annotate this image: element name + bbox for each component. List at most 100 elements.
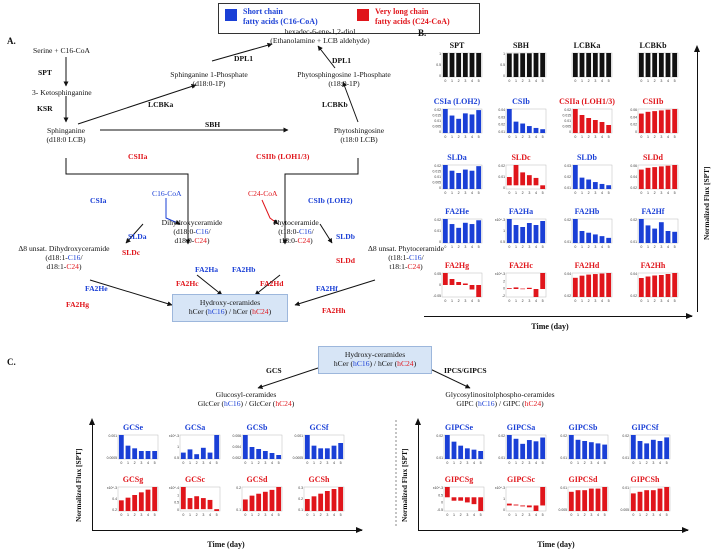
x-tick-label: 3 (202, 461, 204, 465)
y-tick-label: 0.5 (174, 456, 179, 460)
hydroxy-ceramides-box (172, 294, 288, 322)
bar (599, 53, 605, 77)
bar (262, 451, 268, 459)
x-tick-label: 3 (660, 245, 662, 249)
y-tick-label: 1 (439, 52, 441, 56)
x-tick-label: 0 (182, 461, 184, 465)
x-tick-label: 4 (535, 135, 537, 139)
y-tick-label: 0.02 (498, 123, 505, 127)
c-left-y-arrowhead (89, 418, 95, 425)
x-tick-label: 2 (196, 461, 198, 465)
bar (462, 113, 468, 133)
bar (180, 487, 186, 510)
y-tick-label: 0.02 (564, 218, 571, 222)
x-tick-label: 0 (640, 245, 642, 249)
bar (513, 287, 519, 289)
x-tick-label: 2 (458, 299, 460, 303)
x-tick-label: 2 (522, 191, 524, 195)
y-tick-label: -0.5 (437, 508, 443, 512)
x-tick-label: 5 (542, 513, 544, 517)
chart-frame (571, 52, 613, 78)
bar (533, 53, 539, 77)
bar (442, 165, 448, 189)
x-tick-label: 0 (508, 135, 510, 139)
bar (658, 275, 664, 297)
x-tick-label: 0 (570, 461, 572, 465)
x-tick-label: 5 (480, 513, 482, 517)
x-tick-label: 0 (244, 513, 246, 517)
chart-frame (637, 272, 679, 298)
x-tick-label: 2 (588, 135, 590, 139)
panel-b-y-axis (697, 50, 698, 312)
x-tick-label: 0 (120, 461, 122, 465)
x-tick-label: 3 (652, 513, 654, 517)
chart-title-gcsf: GCSf (309, 423, 329, 432)
x-tick-label: 5 (608, 191, 610, 195)
bar (276, 487, 282, 511)
bar (311, 496, 317, 511)
x-tick-label: 3 (140, 513, 142, 517)
x-tick-label: 0 (574, 135, 576, 139)
y-tick-label: 1 (177, 445, 179, 449)
x-tick-label: 4 (659, 513, 661, 517)
x-tick-label: 3 (264, 461, 266, 465)
x-tick-label: 5 (478, 79, 480, 83)
chart-title-gipcsh: GIPCSh (630, 475, 660, 484)
bar (672, 109, 678, 133)
bar (520, 172, 526, 186)
x-tick-label: 1 (451, 245, 453, 249)
y-tick-label: 0.3 (298, 486, 303, 490)
x-tick-label: 5 (278, 461, 280, 465)
x-tick-label: 3 (590, 513, 592, 517)
sldb-enzyme: SLDb (336, 232, 355, 241)
x-tick-label: 0 (508, 461, 510, 465)
x-tick-label: 2 (654, 299, 656, 303)
x-tick-label: 0 (508, 79, 510, 83)
y-tick-label: 0.01 (434, 175, 441, 179)
c-right-y-axis (418, 422, 419, 530)
bar (658, 53, 664, 77)
bar (540, 273, 546, 289)
bar (318, 493, 324, 511)
x-tick-label: 4 (535, 513, 537, 517)
y-tick-label: 0 (503, 508, 505, 512)
y-tick-label: 0.01 (498, 456, 505, 460)
bar (652, 53, 658, 77)
y-tick-label: 0.005 (621, 508, 630, 512)
csib-enzyme: CSIb (LOH2) (308, 196, 353, 205)
bar (456, 173, 462, 189)
bar (658, 110, 664, 133)
y-tick-label: 2 (503, 279, 505, 283)
bar (125, 445, 131, 459)
y-tick-label: 1 (177, 493, 179, 497)
chart-frame (441, 164, 483, 190)
x-tick-label: 2 (522, 135, 524, 139)
panel-b-label: B. (418, 28, 427, 38)
x-tick-label: 0 (182, 513, 184, 517)
bar (652, 167, 658, 189)
bar (331, 489, 337, 511)
chart-frame (441, 218, 483, 244)
fa2hd-enzyme: FA2Hd (260, 279, 284, 288)
bar (458, 497, 464, 501)
short-chain-label: Short chain fatty acids (C16-CoA) (243, 7, 318, 26)
x-tick-label: 5 (604, 513, 606, 517)
c-right-xlabel: Time (day) (537, 540, 575, 549)
bar (579, 231, 585, 243)
x-tick-label: 5 (278, 513, 280, 517)
x-tick-label: 0 (508, 245, 510, 249)
bar (645, 225, 651, 243)
x-tick-label: 0 (508, 513, 510, 517)
x-tick-label: 1 (313, 513, 315, 517)
y-tick-label: 0 (439, 74, 441, 78)
bar (249, 447, 255, 459)
x-tick-label: 4 (333, 513, 335, 517)
